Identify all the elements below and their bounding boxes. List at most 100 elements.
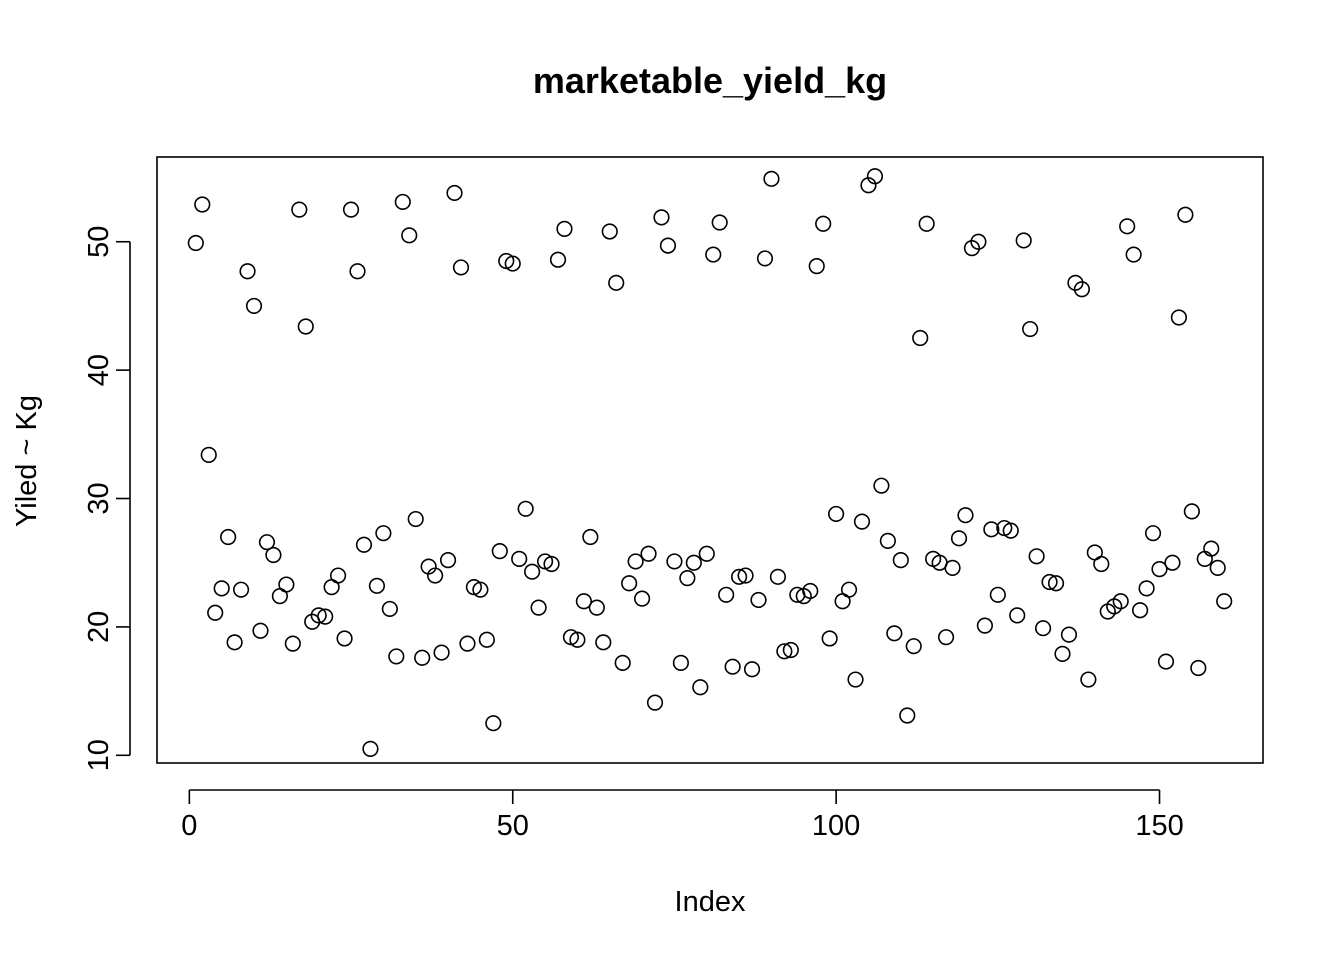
data-point [886, 625, 903, 642]
data-point [329, 567, 347, 584]
data-point [575, 593, 592, 610]
data-point [1015, 232, 1032, 249]
data-point [802, 582, 819, 600]
data-point [1125, 246, 1142, 263]
plot-frame [156, 156, 1264, 764]
data-point [692, 679, 709, 696]
data-point [608, 274, 625, 291]
data-point [1093, 555, 1110, 573]
chart-title: marketable_yield_kg [533, 60, 887, 101]
data-point [549, 251, 567, 268]
x-tick-label: 150 [1135, 810, 1183, 842]
data-point [388, 648, 405, 665]
data-point [381, 600, 398, 618]
data-point [284, 635, 301, 652]
data-point [912, 329, 929, 347]
data-point [1157, 653, 1175, 670]
data-point [355, 536, 373, 553]
data-point [297, 318, 314, 335]
y-tick-label: 10 [83, 739, 115, 771]
data-point [892, 552, 909, 569]
data-point [200, 446, 217, 463]
data-point [446, 184, 463, 202]
data-point [1054, 645, 1071, 662]
data-point [756, 250, 774, 267]
data-point [731, 568, 748, 585]
x-tick-label: 100 [812, 810, 860, 842]
data-point [226, 634, 243, 651]
data-point [1022, 320, 1039, 338]
data-point [258, 534, 276, 551]
data-point [679, 570, 696, 587]
data-point [427, 567, 444, 584]
data-point [743, 661, 761, 678]
y-tick-label: 30 [83, 482, 115, 514]
data-point [317, 608, 334, 625]
data-point [646, 694, 664, 711]
data-point [362, 740, 379, 757]
y-axis-label: Yiled ~ Kg [11, 395, 43, 527]
data-point [1164, 554, 1181, 571]
data-point [1190, 659, 1207, 677]
data-point [1002, 522, 1019, 539]
data-points [187, 168, 1233, 757]
data-point [414, 649, 431, 666]
data-point [601, 223, 618, 240]
data-point [899, 707, 916, 724]
data-point [245, 297, 263, 315]
data-point [556, 220, 573, 237]
data-point [659, 237, 677, 254]
data-point [633, 590, 651, 607]
data-point [950, 530, 968, 547]
data-point [937, 629, 955, 646]
data-point [698, 545, 715, 562]
data-point [1216, 593, 1233, 610]
data-point [1144, 525, 1162, 542]
data-point [976, 617, 993, 634]
data-point [666, 553, 683, 570]
data-point [711, 214, 728, 231]
data-point [524, 563, 541, 580]
data-point [653, 209, 670, 226]
data-point [1132, 602, 1149, 619]
data-point [685, 554, 702, 571]
data-point [808, 258, 825, 275]
data-point [776, 643, 793, 660]
y-tick-label: 50 [83, 226, 115, 258]
data-point [478, 631, 495, 648]
data-point [1060, 626, 1078, 643]
data-point [840, 581, 858, 598]
data-point [582, 528, 599, 546]
data-point [517, 500, 534, 517]
data-point [879, 532, 896, 549]
data-point [1080, 671, 1097, 688]
data-point [491, 543, 508, 560]
data-point [672, 654, 689, 671]
data-point [349, 263, 366, 280]
data-point [866, 168, 884, 185]
data-point [336, 630, 353, 647]
data-point [1009, 607, 1026, 624]
data-point [1138, 580, 1155, 597]
data-point [983, 521, 1000, 538]
data-point [439, 552, 457, 569]
data-point [873, 477, 890, 494]
data-point [1028, 548, 1045, 565]
data-point [232, 581, 250, 598]
x-tick-label: 0 [181, 810, 197, 842]
data-point [640, 545, 657, 562]
data-point [821, 630, 838, 647]
y-tick-label: 40 [83, 354, 115, 386]
data-point [278, 576, 295, 593]
y-tick-label: 20 [83, 611, 115, 643]
data-point [1196, 550, 1213, 567]
data-point [724, 658, 741, 675]
data-point [452, 259, 470, 276]
data-point [614, 654, 631, 671]
data-point [472, 581, 489, 598]
data-point [1119, 218, 1136, 235]
data-point [368, 577, 386, 594]
data-point [1047, 575, 1065, 592]
data-point [187, 234, 204, 252]
